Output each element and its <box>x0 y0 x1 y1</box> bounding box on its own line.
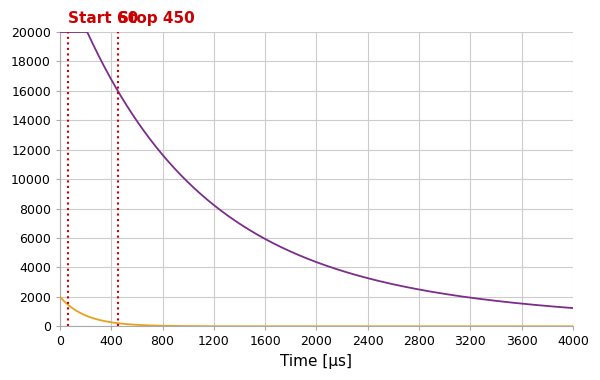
Text: Start 60: Start 60 <box>68 11 138 26</box>
Text: Stop 450: Stop 450 <box>118 11 194 26</box>
X-axis label: Time [µs]: Time [µs] <box>280 354 352 369</box>
